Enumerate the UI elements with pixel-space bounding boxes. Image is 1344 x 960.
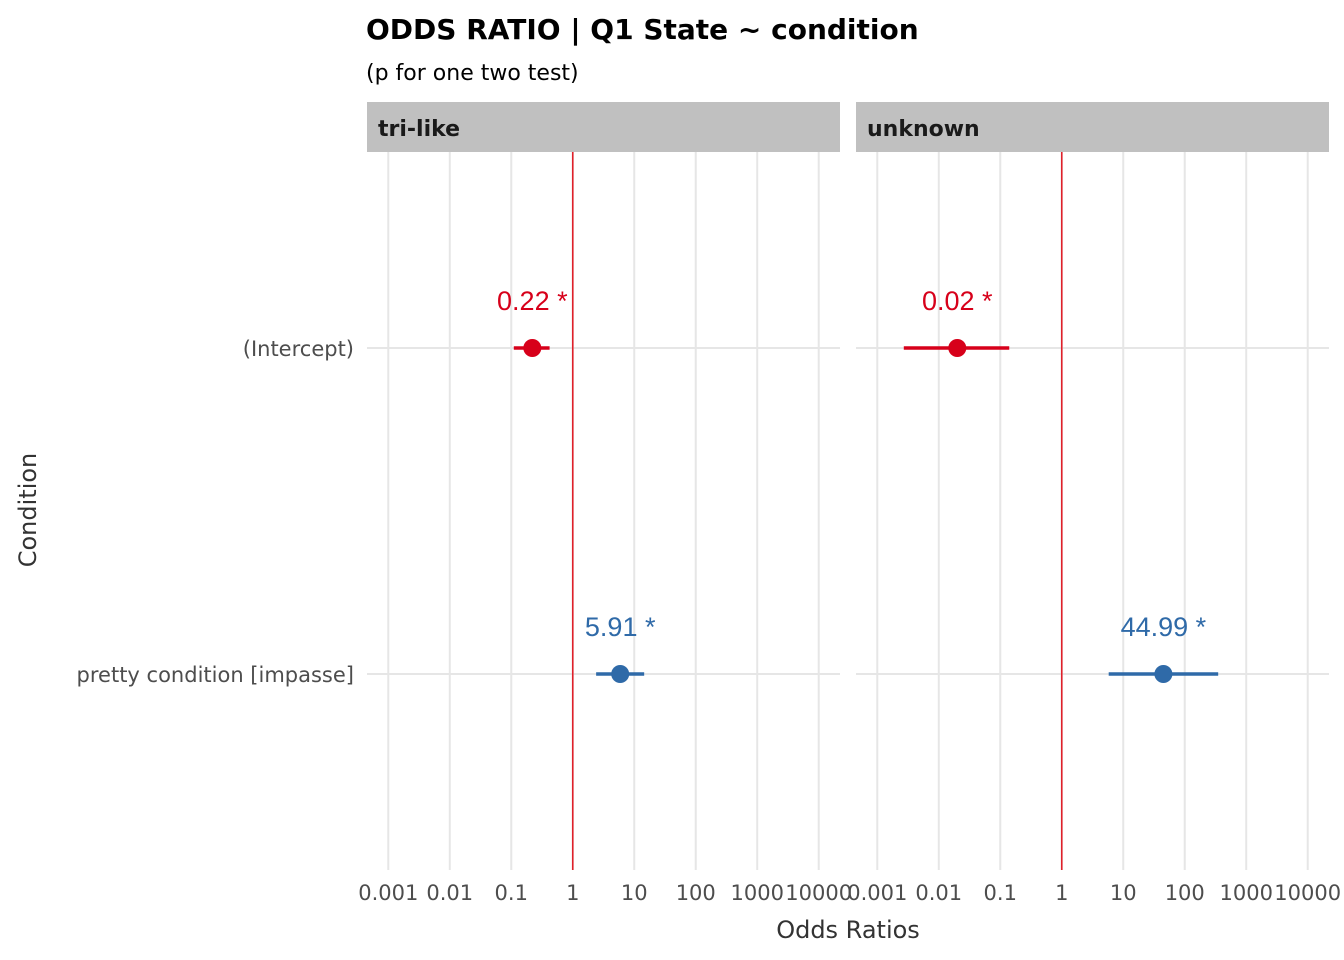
x-tick-label: 10	[1110, 881, 1137, 905]
x-tick-label: 0.001	[358, 881, 418, 905]
facet-strip	[367, 102, 840, 152]
x-axis-title: Odds Ratios	[776, 916, 920, 944]
estimate-label: 0.02 *	[922, 286, 993, 316]
estimate-label: 5.91 *	[585, 612, 656, 642]
x-tick-label: 1	[566, 881, 579, 905]
x-tick-label: 10	[621, 881, 648, 905]
estimate-point	[1154, 665, 1173, 683]
facet-strip	[856, 102, 1329, 152]
y-axis-title: Condition	[14, 453, 42, 568]
estimate-point	[611, 665, 630, 683]
facet-strip-label: unknown	[867, 117, 980, 142]
x-tick-label: 1000	[1219, 881, 1272, 905]
x-tick-label: 10000	[1274, 881, 1341, 905]
x-tick-label: 10000	[785, 881, 852, 905]
chart-title: ODDS RATIO | Q1 State ~ condition	[366, 13, 919, 46]
x-tick-label: 1	[1055, 881, 1068, 905]
x-tick-label: 0.1	[984, 881, 1017, 905]
x-tick-label: 1000	[730, 881, 783, 905]
x-tick-label: 0.1	[495, 881, 528, 905]
x-tick-label: 0.01	[915, 881, 962, 905]
y-tick-label: (Intercept)	[243, 337, 354, 361]
facet-panel-0: tri-like 0.001 0.01 0.1 1 10 100 1000 10000 0.22 …	[358, 102, 852, 905]
y-tick-label: pretty condition [impasse]	[77, 663, 354, 687]
x-tick-label: 0.001	[847, 881, 907, 905]
facet-panel-1: unknown 0.001 0.01 0.1 1 10 100 1000 10000 0.02 *…	[847, 102, 1341, 905]
estimate-point	[523, 339, 542, 357]
y-axis-labels: (Intercept) pretty condition [impasse]	[77, 337, 354, 687]
chart-subtitle: (p for one two test)	[366, 61, 579, 86]
x-tick-label: 100	[1165, 881, 1205, 905]
estimate-label: 0.22 *	[497, 286, 568, 316]
facet-strip-label: tri-like	[378, 117, 460, 142]
estimate-point	[948, 339, 967, 357]
estimate-label: 44.99 *	[1121, 612, 1207, 642]
x-tick-label: 100	[676, 881, 716, 905]
x-tick-label: 0.01	[426, 881, 473, 905]
